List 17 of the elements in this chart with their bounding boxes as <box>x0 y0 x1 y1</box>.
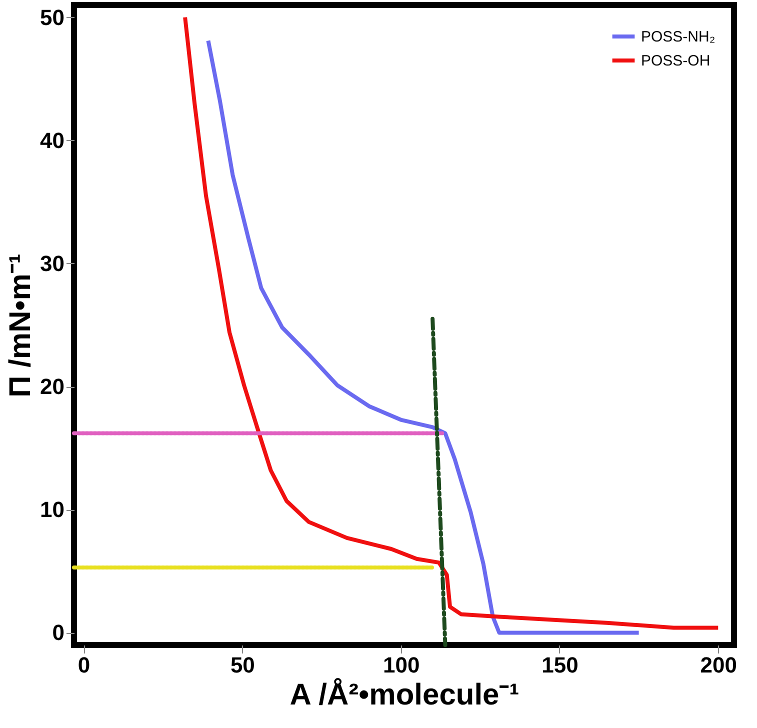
legend-label: POSS-OH <box>641 52 710 70</box>
x-tick-label: 150 <box>542 652 578 678</box>
x-tick-label: 100 <box>382 652 420 678</box>
y-tick-label: 40 <box>40 128 64 153</box>
y-tick-label: 10 <box>40 497 64 522</box>
y-tick-label: 50 <box>40 4 64 30</box>
y-tick-label: 30 <box>40 250 64 276</box>
x-tick-label: 200 <box>700 652 737 678</box>
line-series <box>206 38 641 635</box>
y-tick-label: 20 <box>40 374 64 400</box>
y-axis-title: Π /mN•m⁻¹ <box>4 254 38 398</box>
x-tick-label: 0 <box>78 652 90 678</box>
line-series <box>183 15 720 630</box>
y-tick-label: 0 <box>52 620 64 646</box>
x-axis-title: A /Å²•molecule⁻¹ <box>290 678 520 712</box>
x-tick-label: 50 <box>230 652 255 678</box>
legend-label: POSS-NH₂ <box>641 28 716 46</box>
